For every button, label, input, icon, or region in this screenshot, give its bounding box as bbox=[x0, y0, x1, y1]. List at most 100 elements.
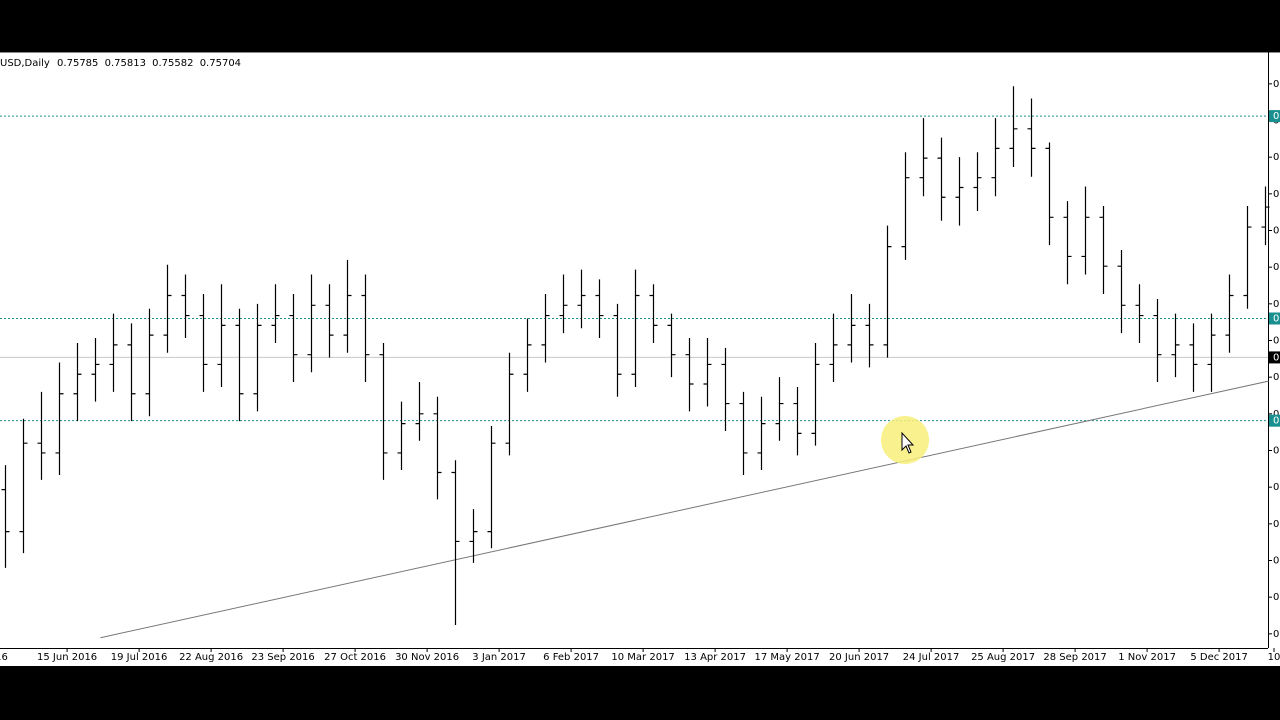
ohlc-bar bbox=[991, 118, 1000, 197]
ohlc-bar bbox=[973, 152, 982, 211]
y-tick-label: 0 bbox=[1273, 336, 1279, 347]
y-tick-label: 0 bbox=[1273, 629, 1279, 640]
ohlc-bar bbox=[19, 418, 28, 554]
ohlc-bar bbox=[955, 157, 964, 226]
y-tick-label: 0 bbox=[1273, 226, 1279, 237]
y-tick-label: 0 bbox=[1273, 262, 1279, 273]
ohlc-bar bbox=[91, 338, 100, 402]
ohlc-bar bbox=[235, 308, 244, 422]
ohlc-bar bbox=[1243, 206, 1252, 309]
x-tick-label: 5 Dec 2017 bbox=[1190, 652, 1248, 663]
y-tick-label: 0 bbox=[1273, 152, 1279, 163]
y-tick-label: 0 bbox=[1273, 519, 1279, 530]
ohlc-bar bbox=[559, 274, 568, 334]
chart-header: USD,Daily 0.75785 0.75813 0.75582 0.7570… bbox=[0, 58, 241, 69]
ohlc-bar bbox=[127, 323, 136, 422]
mouse-cursor bbox=[901, 431, 915, 454]
low: 0.75582 bbox=[152, 58, 193, 69]
ohlc-bar bbox=[487, 426, 496, 549]
ohlc-bar bbox=[73, 342, 82, 422]
x-tick-label: 27 Oct 2016 bbox=[324, 652, 386, 663]
ohlc-bar bbox=[1153, 298, 1162, 383]
x-tick-label: 22 Aug 2016 bbox=[179, 652, 243, 663]
x-tick-label: 6 Feb 2017 bbox=[543, 652, 599, 663]
x-tick-label: 23 Sep 2016 bbox=[251, 652, 314, 663]
ohlc-bar bbox=[397, 401, 406, 471]
ohlc-bar bbox=[451, 460, 460, 626]
ohlc-bar bbox=[937, 137, 946, 221]
x-tick-label: 30 Nov 2016 bbox=[395, 652, 459, 663]
x-tick-label: 20 Jun 2017 bbox=[829, 652, 889, 663]
high: 0.75813 bbox=[105, 58, 146, 69]
x-tick-label: 3 Jan 2017 bbox=[472, 652, 526, 663]
x-tick-label: 2016 bbox=[0, 652, 8, 663]
level-tag bbox=[1269, 312, 1280, 325]
ohlc-bar bbox=[541, 294, 550, 363]
level-label: 0 bbox=[1273, 314, 1279, 325]
ohlc-bar bbox=[1045, 142, 1054, 246]
ohlc-bar bbox=[811, 342, 820, 446]
ohlc-bar bbox=[1225, 274, 1234, 353]
ohlc-bar bbox=[145, 308, 154, 417]
open: 0.75785 bbox=[57, 58, 98, 69]
close: 0.75704 bbox=[200, 58, 241, 69]
ohlc-bar bbox=[1009, 86, 1018, 167]
trendline bbox=[100, 380, 1269, 639]
x-tick-label: 15 Jun 2016 bbox=[37, 652, 97, 663]
ohlc-bar bbox=[307, 274, 316, 373]
ohlc-bar bbox=[1099, 206, 1108, 295]
ohlc-bar bbox=[379, 342, 388, 480]
x-tick-label: 1 Nov 2017 bbox=[1118, 652, 1176, 663]
ohlc-bar bbox=[901, 152, 910, 260]
bid-label: 0 bbox=[1273, 352, 1279, 363]
ohlc-bar bbox=[55, 362, 64, 475]
ohlc-bar bbox=[523, 318, 532, 392]
ohlc-bar bbox=[1081, 186, 1090, 275]
ohlc-bar bbox=[109, 313, 118, 392]
ohlc-bar bbox=[289, 294, 298, 383]
ohlc-bar bbox=[163, 264, 172, 353]
ohlc-bar bbox=[181, 274, 190, 339]
chart-area bbox=[0, 52, 1280, 666]
y-tick-label: 0 bbox=[1273, 299, 1279, 310]
ohlc-bar bbox=[1117, 250, 1126, 334]
ohlc-bar bbox=[685, 338, 694, 412]
ohlc-bar bbox=[415, 382, 424, 441]
x-tick-label: 10 bbox=[1268, 652, 1280, 663]
ohlc-bar bbox=[577, 269, 586, 329]
x-tick-label: 13 Apr 2017 bbox=[684, 652, 746, 663]
x-tick-label: 19 Jul 2016 bbox=[111, 652, 168, 663]
ohlc-bar bbox=[721, 347, 730, 431]
ohlc-bar bbox=[613, 303, 622, 397]
y-tick-label: 0 bbox=[1273, 592, 1279, 603]
ohlc-bar bbox=[271, 284, 280, 343]
ohlc-bar bbox=[37, 391, 46, 480]
ohlc-bar bbox=[847, 294, 856, 363]
ohlc-bar bbox=[865, 303, 874, 368]
ohlc-bar bbox=[433, 396, 442, 500]
ohlc-bar bbox=[883, 225, 892, 358]
ohlc-bar bbox=[667, 313, 676, 378]
ohlc-bar bbox=[1207, 313, 1216, 392]
y-tick-label: 0 bbox=[1273, 372, 1279, 383]
level-label: 0 bbox=[1273, 111, 1279, 122]
ohlc-bar bbox=[1027, 98, 1036, 177]
ohlc-bar bbox=[1063, 201, 1072, 285]
y-tick-label: 0 bbox=[1273, 555, 1279, 566]
x-tick-label: 10 Mar 2017 bbox=[611, 652, 674, 663]
ohlc-bar bbox=[739, 391, 748, 475]
x-tick-label: 25 Aug 2017 bbox=[971, 652, 1035, 663]
ohlc-bar bbox=[343, 259, 352, 353]
ohlc-bar bbox=[793, 386, 802, 456]
ohlc-bar bbox=[829, 313, 838, 383]
ohlc-bar bbox=[649, 284, 658, 343]
x-tick-label: 28 Sep 2017 bbox=[1043, 652, 1106, 663]
y-tick-label: 0 bbox=[1273, 482, 1279, 493]
ohlc-bar bbox=[1, 465, 10, 568]
ohlc-bar bbox=[469, 509, 478, 563]
ohlc-bar bbox=[1189, 323, 1198, 392]
ohlc-bar bbox=[505, 352, 514, 456]
